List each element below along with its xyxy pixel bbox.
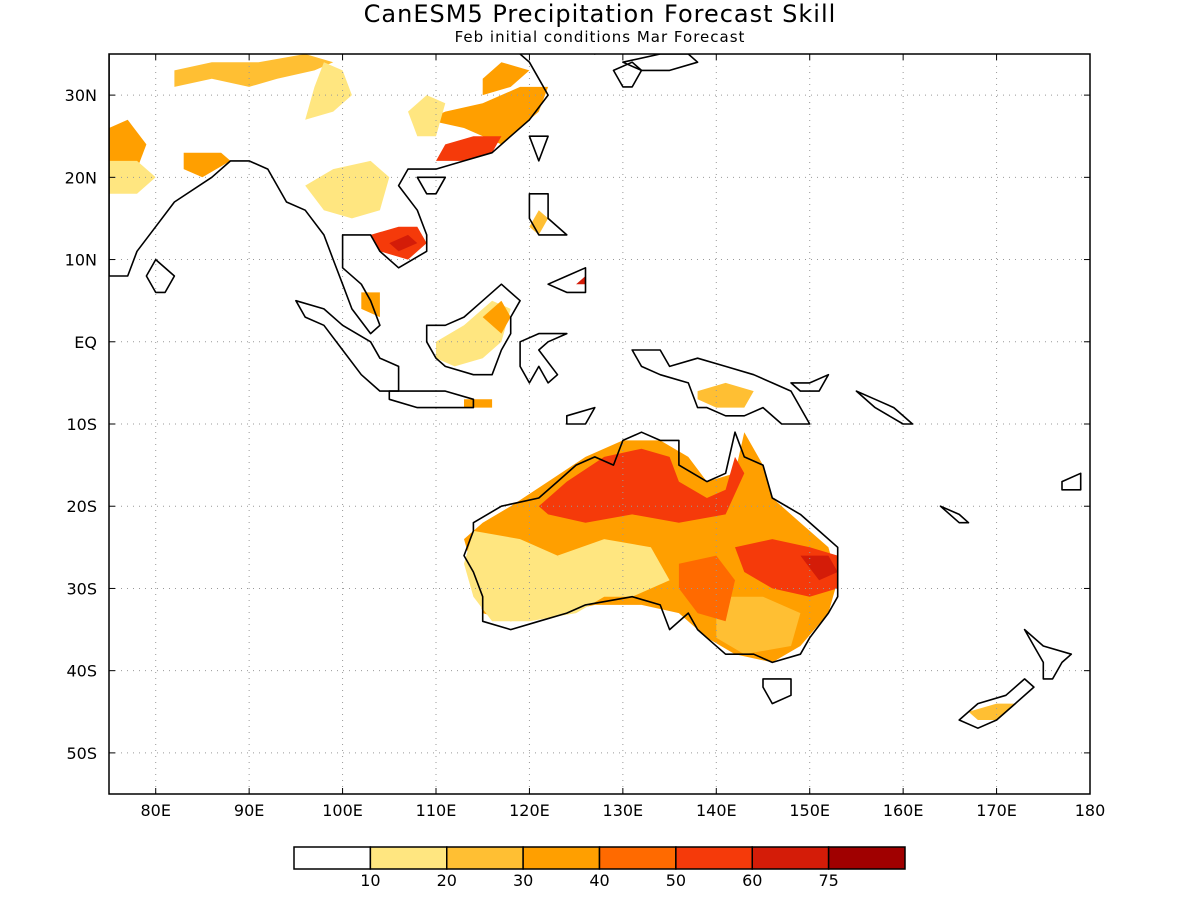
coastline-japan-honshu	[622, 54, 699, 72]
coastline-sulawesi	[519, 332, 568, 384]
skill-region-bangladesh	[183, 152, 231, 178]
coastline-new-guinea	[631, 349, 811, 425]
coastline-borneo	[425, 283, 521, 376]
coastline-nz-south-island	[958, 678, 1035, 730]
lon-tick-label: 150E	[789, 801, 830, 820]
colorbar-swatch	[598, 846, 677, 870]
colorbar-swatch	[446, 846, 524, 870]
coastline-sumatra	[295, 299, 400, 392]
coastline-new-britain	[790, 373, 830, 392]
skill-region-central-australia	[557, 539, 670, 597]
skill-region-philippines	[529, 210, 549, 235]
skill-region-indochina	[305, 160, 390, 219]
colorbar-swatch	[751, 846, 830, 870]
skill-region-western-india	[109, 160, 156, 194]
lon-tick-label: 100E	[322, 801, 363, 820]
colorbar-label: 10	[360, 871, 380, 890]
lon-tick-label: 160E	[883, 801, 924, 820]
coastline-java	[388, 390, 475, 409]
coastline-australia	[463, 431, 839, 664]
skill-region-north-australia	[538, 448, 745, 523]
skill-region-central-east-australia	[678, 555, 735, 622]
colorbar-swatch	[293, 846, 372, 870]
axis-ticks-layer: 80E 90E 100E 110E 120E 130E 140E 150E 160E 170E 18…	[65, 54, 1106, 820]
skill-region-south-china-inland	[408, 95, 446, 137]
skill-region-sabah	[482, 300, 511, 334]
skill-region-cambodia-core	[389, 234, 418, 252]
colorbar-swatch	[675, 846, 753, 870]
skill-region-new-zealand	[968, 703, 1016, 720]
lat-tick-label: 20N	[65, 168, 97, 187]
coastline-luzon	[528, 193, 568, 236]
lon-tick-label: 140E	[696, 801, 737, 820]
lon-tick-label: 90E	[234, 801, 264, 820]
coastline-taiwan	[528, 135, 549, 162]
colorbar-label: 20	[437, 871, 457, 890]
lat-tick-label: EQ	[74, 333, 97, 352]
coastline-mindanao	[547, 266, 587, 294]
skill-region-guangdong	[436, 136, 502, 161]
map-frame	[108, 53, 1091, 795]
coastline-sri-lanka	[145, 258, 176, 294]
lon-tick-label: 130E	[603, 801, 644, 820]
coastline-fiji	[1061, 472, 1082, 491]
coastline-nz-north-island	[1023, 628, 1073, 680]
lat-tick-label: 30S	[66, 579, 97, 598]
skill-region-tibet	[174, 54, 334, 87]
graticule-layer	[109, 54, 1090, 794]
map-title: CanESM5 Precipitation Forecast Skill	[363, 0, 837, 28]
map-subtitle: Feb initial conditions Mar Forecast	[454, 28, 746, 46]
colorbar-label: 40	[589, 871, 609, 890]
skill-region-java	[464, 399, 493, 408]
lon-tick-label: 120E	[509, 801, 550, 820]
coastline-timor	[565, 406, 596, 425]
coastline-hainan	[416, 176, 447, 195]
coastline-mainland-asia	[109, 54, 597, 335]
skill-region-southeast-australia	[716, 596, 801, 655]
skill-region-southwest-australia	[464, 530, 605, 622]
skill-region-mindanao	[576, 276, 586, 285]
skill-region-east-australia	[735, 539, 838, 597]
skill-shading-layer	[109, 54, 1016, 720]
coastline-layer	[109, 54, 1082, 730]
lat-tick-label: 40S	[66, 662, 97, 681]
colorbar-label: 60	[742, 871, 762, 890]
colorbar-label: 50	[666, 871, 686, 890]
lat-tick-label: 10S	[66, 415, 97, 434]
skill-region-new-guinea	[697, 382, 754, 408]
skill-region-queensland-core	[800, 555, 838, 581]
colorbar-swatch	[522, 846, 601, 870]
lon-tick-label: 110E	[416, 801, 457, 820]
colorbar-label: 75	[818, 871, 838, 890]
coastline-tasmania	[762, 678, 792, 705]
lat-tick-label: 50S	[66, 744, 97, 763]
skill-region-yunnan	[305, 62, 352, 120]
colorbar-swatch	[369, 846, 448, 870]
colorbar-label: 30	[513, 871, 533, 890]
lon-tick-label: 80E	[140, 801, 170, 820]
lat-tick-label: 10N	[65, 251, 97, 270]
lat-tick-label: 20S	[66, 497, 97, 516]
lon-tick-label: 180	[1075, 801, 1106, 820]
colorbar-swatch	[827, 846, 906, 870]
skill-region-malay-peninsula	[361, 292, 380, 318]
skill-region-lower-yangtze	[482, 62, 530, 96]
coastline-solomon-islands	[855, 390, 914, 425]
coastline-japan-kyushu	[612, 61, 643, 88]
lat-tick-label: 30N	[65, 86, 97, 105]
colorbar-legend: 10 20 30 40 50 60 75	[293, 846, 906, 890]
lon-tick-label: 170E	[976, 801, 1017, 820]
coastline-new-caledonia	[939, 505, 970, 524]
